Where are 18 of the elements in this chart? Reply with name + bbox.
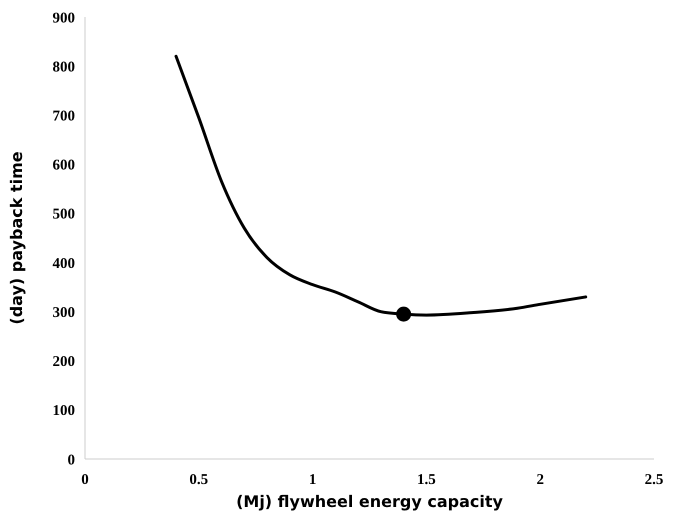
y-tick-label: 600 (52, 158, 75, 174)
y-tick-label: 500 (52, 206, 75, 223)
y-tick-label: 400 (52, 256, 75, 272)
y-tick-label: 300 (52, 304, 75, 321)
y-tick-label: 800 (52, 59, 75, 76)
y-tick-label: 100 (52, 403, 75, 420)
x-tick-label: 0 (81, 472, 89, 488)
y-tick-label: 0 (68, 452, 75, 468)
y-tick-label: 900 (52, 10, 75, 26)
y-tick-label: 200 (52, 354, 75, 370)
x-tick-label: 1 (308, 472, 316, 488)
y-axis-title: (day) payback time (7, 151, 26, 325)
y-tick-label: 700 (52, 108, 75, 124)
x-tick-label: 1.5 (417, 472, 436, 488)
x-tick-label: 0.5 (189, 472, 208, 488)
x-tick-label: 2 (536, 472, 544, 488)
x-tick-label: 2.5 (644, 472, 664, 488)
x-axis-title: (Mj) flywheel energy capacity (236, 492, 504, 511)
